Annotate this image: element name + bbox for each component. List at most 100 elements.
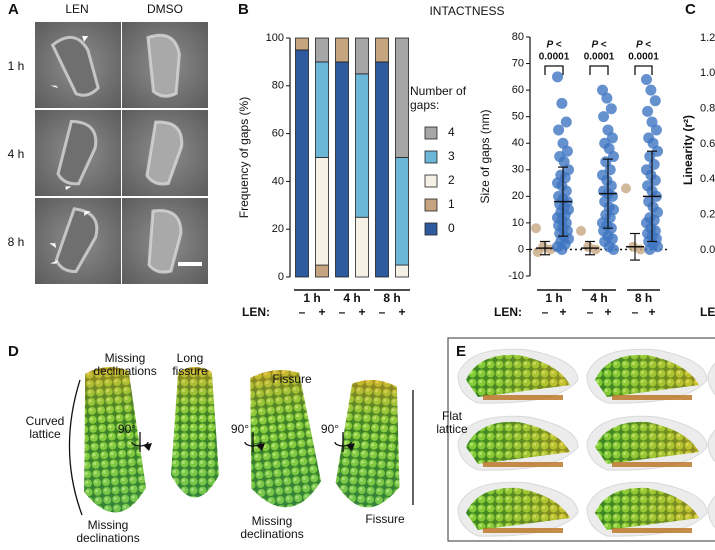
row-label: 1 h	[8, 59, 25, 73]
envelope	[707, 495, 715, 529]
y-tick-label: 70	[512, 57, 524, 69]
p-label: P <	[636, 40, 651, 51]
legend-label: 0	[448, 221, 455, 235]
legend-label: 4	[448, 125, 455, 139]
panel-label: D	[8, 343, 19, 360]
y-tick-label: 80	[272, 80, 284, 92]
data-point	[649, 95, 661, 107]
annotation: 90°	[230, 422, 250, 436]
bar-segment	[335, 61, 349, 278]
data-point	[641, 73, 652, 85]
row-label: LEN:	[700, 305, 715, 319]
data-point	[606, 132, 618, 144]
legend-swatch	[424, 126, 438, 140]
render-shading	[466, 354, 570, 397]
x-tick-label: +	[559, 305, 566, 319]
y-tick-label: 40	[272, 175, 284, 187]
annotation: 90°	[117, 422, 137, 436]
render-rim	[612, 395, 692, 400]
x-tick-label: –	[299, 305, 306, 319]
arrowhead	[49, 243, 56, 248]
annotation: Missing declinations	[76, 518, 140, 545]
render-rim	[483, 462, 563, 467]
y-tick-label: 1.2	[700, 32, 715, 44]
envelope	[707, 429, 715, 463]
render-shading	[84, 367, 146, 513]
y-tick-label: 40	[512, 137, 524, 149]
group-label: 4 h	[343, 291, 360, 305]
render-shading	[250, 370, 321, 508]
row-label: 4 h	[8, 147, 25, 161]
particle	[147, 208, 183, 274]
bar-segment	[355, 73, 369, 218]
p-label: P <	[592, 40, 607, 51]
render-rim	[483, 395, 563, 400]
data-point	[642, 105, 654, 117]
bar-segment	[375, 61, 389, 278]
y-axis-label: Linearity (r²)	[681, 115, 695, 185]
p-value: 0.0001	[628, 52, 659, 63]
panel-e-frame	[447, 337, 715, 542]
data-point	[531, 223, 541, 234]
y-tick-label: 0.4	[700, 173, 715, 185]
render-shading	[335, 380, 400, 508]
annotation: Flat lattice	[436, 409, 468, 436]
x-tick-label: –	[632, 305, 639, 319]
data-point	[601, 92, 613, 104]
curved-lattice-arc	[68, 379, 83, 516]
annotation: Curved lattice	[25, 414, 65, 441]
render	[171, 367, 219, 498]
row-label: LEN:	[494, 305, 522, 319]
p-value: 0.0001	[539, 52, 570, 63]
bar-segment	[395, 37, 409, 158]
bar-segment	[355, 216, 369, 278]
render-shading	[466, 487, 570, 530]
particle	[50, 36, 100, 97]
y-tick-label: 0	[278, 271, 284, 283]
y-tick-label: 0	[518, 243, 524, 255]
particle	[56, 119, 98, 186]
data-point	[561, 145, 573, 157]
particle	[54, 207, 99, 274]
render	[250, 370, 321, 508]
annotation: Fissure	[365, 512, 405, 526]
data-point	[590, 244, 601, 255]
legend-swatch	[424, 222, 438, 236]
y-tick-label: 10	[512, 217, 524, 229]
data-point	[645, 84, 657, 96]
row-label: 8 h	[8, 235, 25, 249]
particle	[146, 33, 181, 98]
render-shading	[171, 367, 219, 498]
significance-bracket	[634, 65, 653, 75]
y-tick-label: 1.0	[700, 67, 715, 79]
y-tick-label: 30	[512, 164, 524, 176]
y-tick-label: 60	[272, 128, 284, 140]
y-tick-label: 80	[512, 31, 524, 43]
x-tick-label: +	[358, 305, 365, 319]
data-point	[556, 97, 568, 109]
panel-label: E	[456, 343, 466, 360]
data-point	[552, 71, 563, 83]
x-tick-label: –	[587, 305, 594, 319]
arrowhead	[84, 211, 91, 216]
data-point	[598, 111, 610, 123]
render-rim	[483, 528, 563, 533]
group-label: 1 h	[545, 291, 562, 305]
annotation: 90°	[320, 422, 340, 436]
annotation: Long fissure	[172, 351, 208, 378]
y-tick-label: 0.8	[700, 103, 715, 115]
y-axis-label: Size of gaps (nm)	[478, 109, 492, 203]
arrowhead	[50, 85, 58, 88]
legend-label: 1	[448, 197, 455, 211]
annotation: Missing declinations	[240, 514, 304, 541]
bar-segment	[315, 61, 329, 158]
bar-segment	[315, 157, 329, 266]
render-shading	[466, 421, 570, 464]
data-point	[605, 103, 617, 115]
bar-segment	[315, 264, 329, 278]
group-label: 8 h	[635, 291, 652, 305]
data-point	[621, 183, 631, 194]
legend-label: 3	[448, 149, 455, 163]
